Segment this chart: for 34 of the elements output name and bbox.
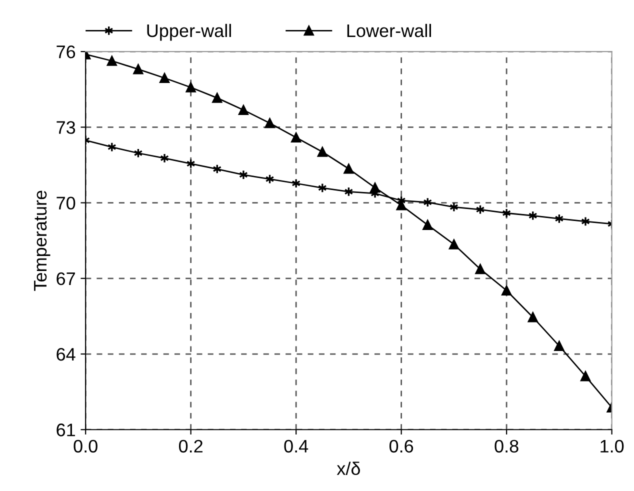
y-tick-label: 67 (56, 272, 75, 286)
y-tick-label: 73 (56, 121, 76, 134)
x-tick-label: 0.6 (389, 440, 414, 453)
point (317, 146, 328, 157)
point (212, 92, 222, 103)
y-tick-label: 76 (56, 45, 76, 58)
point (344, 164, 354, 174)
point (475, 264, 486, 274)
point (528, 312, 538, 322)
y-tick-label: 70 (56, 196, 76, 210)
point (291, 132, 302, 143)
legend-label: Lower-wall (347, 24, 431, 38)
x-tick-label: 1.0 (600, 440, 624, 453)
x-tick-label: 0.2 (178, 440, 202, 453)
point (422, 220, 433, 230)
point (554, 340, 564, 351)
legend-label: Upper-wall (147, 24, 231, 41)
point (448, 239, 459, 250)
point (186, 82, 196, 92)
point (580, 371, 590, 382)
point (370, 182, 380, 193)
y-tick-label: 61 (56, 424, 75, 436)
point (133, 64, 144, 74)
point (238, 105, 248, 116)
point (106, 56, 117, 66)
y-axis-title: Temperature (34, 190, 50, 291)
point (160, 73, 170, 84)
point (264, 118, 275, 128)
x-tick-label: 0.4 (284, 440, 308, 453)
x-tick-label: 0.0 (74, 440, 98, 453)
x-tick-label: 0.8 (494, 440, 518, 453)
y-tick-label: 64 (56, 348, 76, 361)
point (502, 285, 512, 296)
x-axis-title: x/δ (336, 462, 360, 475)
